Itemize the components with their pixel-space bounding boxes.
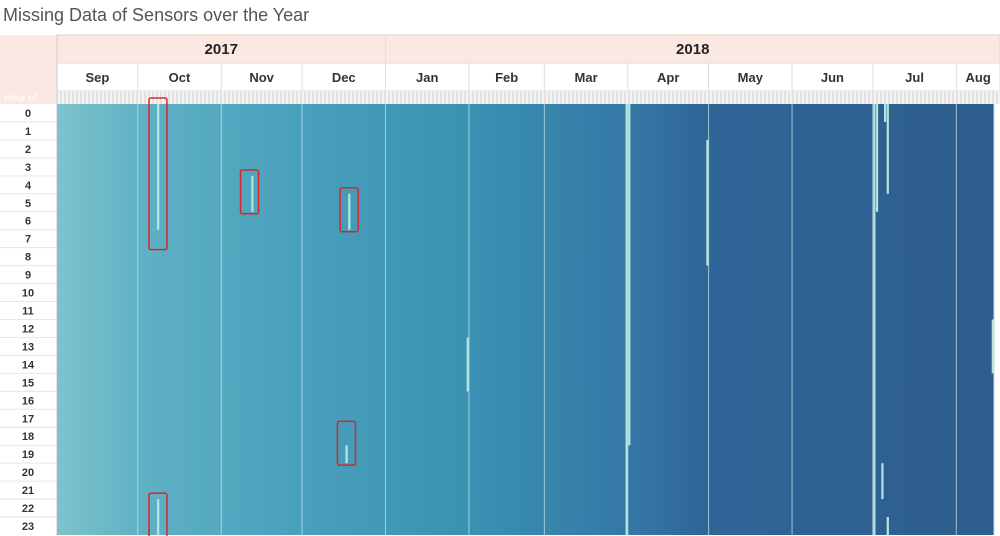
highlight-box [148,97,168,251]
month-label: Apr [657,70,679,85]
highlight-box [336,420,357,466]
missing-data-segment [348,193,351,230]
hour-label: 15 [22,377,34,389]
row-axis-label: Hour of .. [4,93,45,104]
hour-label: 14 [22,359,35,371]
hour-label: 11 [22,306,34,318]
year-band [56,34,1000,64]
hour-label: 4 [25,180,32,192]
month-band [56,62,1000,92]
hour-label: 17 [22,413,34,425]
highlight-box [239,169,260,215]
missing-data-segment [251,175,254,212]
missing-data-segment [625,104,628,535]
month-label: Oct [169,70,191,85]
missing-data-segment [628,104,631,446]
month-label: Jun [821,70,844,85]
hour-label: 13 [22,341,34,353]
missing-data-segment [345,445,348,464]
hour-label: 5 [25,198,31,210]
hour-label: 21 [22,485,34,497]
heatmap-cells [57,104,994,535]
hour-label: 3 [25,162,31,174]
header-corner [0,35,57,104]
hour-label: 19 [22,449,34,461]
missing-data-segment [706,139,709,266]
missing-data-segment [875,104,879,212]
month-label: Jan [416,70,438,85]
missing-data-segment [157,499,160,535]
plot-body-layer [57,97,995,536]
month-label: Nov [249,70,274,85]
highlight-box [148,492,168,536]
hour-label: 0 [25,108,31,120]
month-label: Aug [966,70,991,85]
day-tick-strip [57,91,1000,104]
highlight-box [339,187,359,233]
hour-label: 2 [25,144,31,156]
month-label: Feb [495,70,518,85]
missing-data-segment [873,104,876,535]
missing-data-segment [466,337,469,392]
month-label: May [738,70,764,85]
month-label: Mar [575,70,598,85]
hour-label: 1 [25,126,31,138]
chart-title: Missing Data of Sensors over the Year [3,5,310,25]
hour-label: 18 [22,431,34,443]
hour-label: 20 [22,467,34,479]
hour-label: 16 [22,395,34,407]
month-label: Jul [905,70,924,85]
month-label: Sep [85,70,109,85]
hour-label: 22 [22,503,34,515]
hour-label: 9 [25,270,31,282]
hour-label: 10 [22,288,34,300]
month-label: Dec [332,70,356,85]
missing-data-segment [886,104,889,194]
missing-data-segment [886,517,889,535]
hour-label: 6 [25,216,31,228]
hour-label: 23 [22,521,34,533]
missing-data-segment [884,104,887,122]
hour-label: 8 [25,252,31,264]
missing-data-segment [157,104,160,230]
missing-data-segment [881,463,884,500]
hour-label: 7 [25,234,31,246]
year-label: 2018 [676,41,709,58]
year-label: 2017 [205,41,238,58]
hour-label: 12 [22,323,34,335]
missing-data-segment [991,319,994,374]
